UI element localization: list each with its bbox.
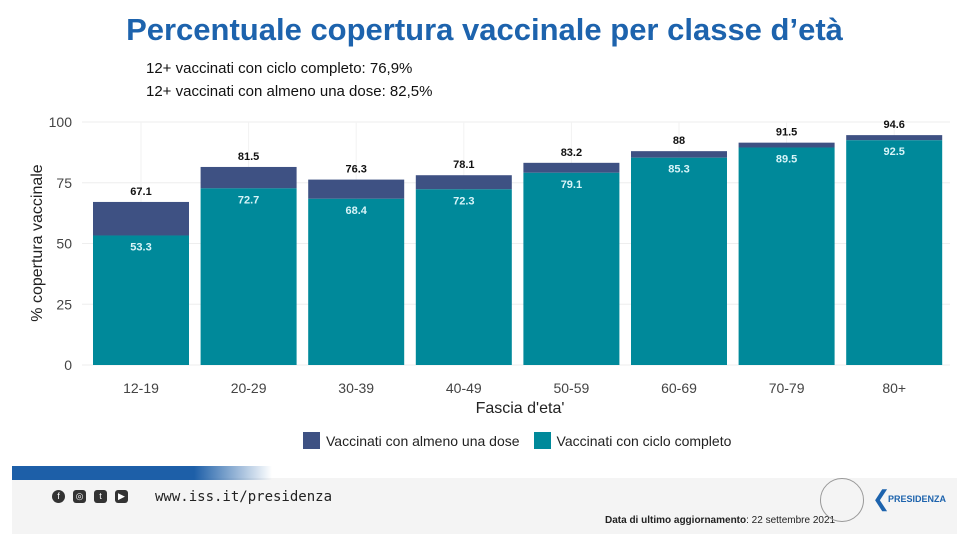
bar-dose [523, 162, 620, 173]
date-label: Data di ultimo aggiornamento [605, 515, 747, 526]
data-label-dose: 67.1 [130, 186, 151, 198]
y-tick-label: 25 [56, 296, 72, 312]
y-axis-label: % copertura vaccinale [29, 164, 46, 322]
data-label-ciclo: 72.3 [453, 195, 474, 207]
y-tick-label: 50 [56, 236, 72, 252]
legend-label-dose: Vaccinati con almeno una dose [326, 432, 520, 449]
legend-swatch-ciclo [533, 432, 551, 449]
y-tick-label: 75 [56, 175, 72, 191]
update-date: Data di ultimo aggiornamento: 22 settemb… [605, 515, 835, 526]
footer-band [12, 466, 272, 480]
legend-label-ciclo: Vaccinati con ciclo completo [556, 432, 732, 449]
bar-ciclo [415, 189, 512, 365]
data-label-ciclo: 68.4 [345, 205, 367, 217]
x-tick-label: 60-69 [661, 380, 697, 396]
annotation-ciclo: 12+ vaccinati con ciclo completo: 76,9% [146, 60, 413, 77]
bar-ciclo [738, 147, 835, 365]
bar-ciclo [308, 198, 405, 365]
x-tick-label: 20-29 [231, 380, 267, 396]
youtube-icon[interactable]: ▶ [115, 490, 128, 503]
y-tick-label: 100 [49, 114, 73, 130]
data-label-dose: 78.1 [453, 159, 474, 171]
bar-dose [846, 135, 943, 141]
x-tick-label: 70-79 [769, 380, 805, 396]
data-label-dose: 76.3 [345, 164, 366, 176]
presidenza-label: PRESIDENZA [888, 494, 947, 504]
data-label-ciclo: 79.1 [561, 179, 582, 191]
legend: Vaccinati con almeno una dose Vaccinati … [303, 432, 731, 449]
bar-ciclo [523, 172, 620, 365]
presidenza-logo-icon: ❮ [872, 486, 891, 511]
data-label-dose: 94.6 [883, 119, 904, 131]
bar-dose [93, 201, 189, 236]
x-tick-label: 30-39 [338, 380, 374, 396]
x-tick-label: 80+ [882, 380, 906, 396]
bar-ciclo [631, 157, 727, 365]
twitter-icon[interactable]: t [94, 490, 107, 503]
chart-title: Percentuale copertura vaccinale per clas… [126, 12, 843, 47]
annotation-dose: 12+ vaccinati con almeno una dose: 82,5% [146, 83, 433, 100]
data-label-dose: 81.5 [238, 151, 259, 163]
bar-ciclo [200, 188, 297, 365]
x-axis-label: Fascia d'eta' [476, 400, 565, 417]
data-label-ciclo: 53.3 [130, 241, 151, 253]
x-tick-label: 40-49 [446, 380, 482, 396]
social-icons: f ◎ t ▶ [52, 490, 128, 503]
bar-dose [308, 179, 405, 199]
data-label-ciclo: 72.7 [238, 194, 259, 206]
data-label-ciclo: 89.5 [776, 154, 797, 166]
data-label-dose: 88 [673, 135, 685, 147]
bar-dose [631, 151, 727, 158]
facebook-icon[interactable]: f [52, 490, 65, 503]
x-tick-label: 12-19 [123, 380, 159, 396]
bar-ciclo [93, 235, 189, 365]
iss-seal-logo [820, 478, 864, 522]
data-label-dose: 91.5 [776, 127, 797, 139]
bar-dose [200, 166, 297, 189]
bar-dose [738, 142, 835, 148]
data-label-dose: 83.2 [561, 147, 582, 159]
y-tick-label: 0 [64, 357, 72, 373]
data-label-ciclo: 85.3 [668, 164, 689, 176]
x-tick-label: 50-59 [553, 380, 589, 396]
footer-url[interactable]: www.iss.it/presidenza [155, 489, 333, 505]
data-label-ciclo: 92.5 [883, 146, 904, 158]
footer [12, 478, 957, 534]
bar-dose [415, 175, 512, 190]
legend-swatch-dose [303, 432, 320, 449]
bar-chart: 0 25 50 75 100 67.1 53.3 12-19 81.5 72.7 20-29 76.3… [29, 114, 950, 417]
instagram-icon[interactable]: ◎ [73, 490, 86, 503]
bar-ciclo [846, 140, 943, 365]
date-value: : 22 settembre 2021 [746, 515, 836, 526]
